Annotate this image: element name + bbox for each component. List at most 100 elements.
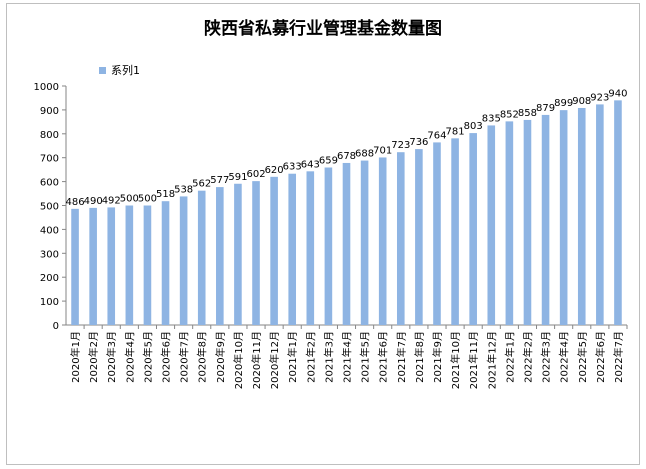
x-tick-label: 2020年11月 [250, 331, 263, 389]
x-tick-label: 2022年5月 [576, 331, 589, 383]
bar [270, 176, 278, 325]
y-tick-label: 800 [40, 130, 59, 141]
x-tick-label: 2021年7月 [395, 331, 408, 383]
data-label: 620 [265, 165, 284, 176]
data-label: 879 [536, 103, 555, 114]
y-tick-label: 900 [40, 106, 59, 117]
x-tick-label: 2020年12月 [268, 331, 281, 389]
data-label: 701 [373, 145, 392, 156]
bar [125, 205, 134, 325]
bar-chart: 0 100 200 300 400 500 600 700 800 900 1000 486 2020年… [34, 82, 628, 389]
x-tick-label: 2022年7月 [612, 331, 625, 383]
x-tick-label: 2020年2月 [87, 331, 100, 383]
data-label: 602 [246, 169, 265, 180]
data-label: 803 [464, 121, 483, 132]
data-label: 591 [228, 172, 247, 183]
bar [559, 110, 568, 325]
data-label: 723 [391, 140, 410, 151]
x-tick-label: 2022年4月 [558, 331, 571, 383]
bar [396, 152, 405, 325]
data-label: 659 [319, 155, 338, 166]
legend-label: 系列1 [111, 64, 140, 77]
x-tick-label: 2022年3月 [540, 331, 553, 383]
data-label: 678 [337, 151, 356, 162]
bar [596, 104, 604, 325]
bar [143, 205, 152, 325]
x-tick-label: 2021年6月 [377, 331, 390, 383]
x-tick-label: 2022年1月 [503, 331, 516, 383]
x-tick-label: 2021年3月 [322, 331, 335, 383]
data-label: 562 [192, 179, 211, 190]
chart-title: 陕西省私募行业管理基金数量图 [204, 19, 442, 39]
data-label: 492 [102, 195, 121, 206]
x-tick-label: 2021年8月 [413, 331, 426, 383]
data-label: 736 [409, 137, 428, 148]
data-label: 633 [283, 162, 302, 173]
data-label: 518 [156, 189, 175, 200]
data-label: 688 [355, 149, 374, 160]
y-tick-label: 400 [40, 225, 59, 236]
bar [505, 121, 514, 325]
x-tick-label: 2020年9月 [214, 331, 227, 383]
bar [433, 142, 441, 325]
bar [469, 133, 477, 325]
bar [360, 160, 369, 325]
data-label: 908 [572, 96, 591, 107]
data-label: 852 [500, 109, 519, 120]
x-tick-label: 2020年3月 [105, 331, 118, 383]
x-tick-label: 2021年10月 [449, 331, 462, 389]
bar [541, 114, 550, 325]
data-label: 500 [120, 194, 139, 205]
bar [161, 201, 170, 325]
data-label: 538 [174, 184, 193, 195]
data-label: 899 [554, 98, 573, 109]
bar [577, 107, 586, 325]
y-tick-label: 300 [40, 249, 59, 260]
x-tick-label: 2021年12月 [485, 331, 498, 389]
x-tick-label: 2021年1月 [286, 331, 299, 383]
y-tick-label: 700 [40, 154, 59, 165]
x-tick-label: 2021年9月 [431, 331, 444, 383]
bar [614, 100, 622, 325]
x-tick-label: 2020年5月 [141, 331, 154, 383]
bar [487, 125, 496, 325]
bar [342, 162, 351, 325]
x-tick-label: 2020年6月 [160, 331, 173, 383]
legend-swatch [99, 66, 106, 74]
x-tick-label: 2020年8月 [196, 331, 209, 383]
bar [89, 207, 97, 325]
data-label: 486 [66, 197, 85, 208]
bar [179, 196, 188, 325]
y-tick-label: 200 [40, 273, 59, 284]
bar [324, 167, 333, 325]
y-tick-label: 0 [53, 321, 59, 332]
y-tick-label: 1000 [34, 82, 59, 93]
bar [415, 149, 423, 325]
bar [306, 171, 315, 325]
x-tick-label: 2020年4月 [123, 331, 136, 383]
data-label: 490 [84, 196, 103, 207]
legend: 系列1 [99, 62, 140, 78]
bar [378, 157, 387, 325]
bar [451, 138, 459, 325]
x-tick-label: 2020年7月 [178, 331, 191, 383]
data-label: 577 [210, 175, 229, 186]
bar [71, 208, 79, 325]
data-label: 781 [446, 126, 465, 137]
bar [288, 173, 297, 325]
y-tick-label: 600 [40, 178, 59, 189]
data-label: 858 [518, 108, 537, 119]
bar [197, 190, 206, 325]
data-label: 764 [427, 130, 446, 141]
data-label: 643 [301, 159, 320, 170]
y-tick-label: 500 [40, 202, 59, 213]
x-tick-label: 2021年11月 [467, 331, 480, 389]
chart-frame[interactable]: 陕西省私募行业管理基金数量图 系列1 0 100 200 300 400 500 600 70… [6, 3, 640, 465]
x-tick-label: 2020年1月 [69, 331, 82, 383]
x-tick-label: 2022年2月 [521, 331, 534, 383]
bar [523, 119, 532, 325]
data-label: 500 [138, 194, 157, 205]
data-label: 940 [608, 88, 627, 99]
x-tick-label: 2022年6月 [594, 331, 607, 383]
bar [234, 183, 242, 325]
